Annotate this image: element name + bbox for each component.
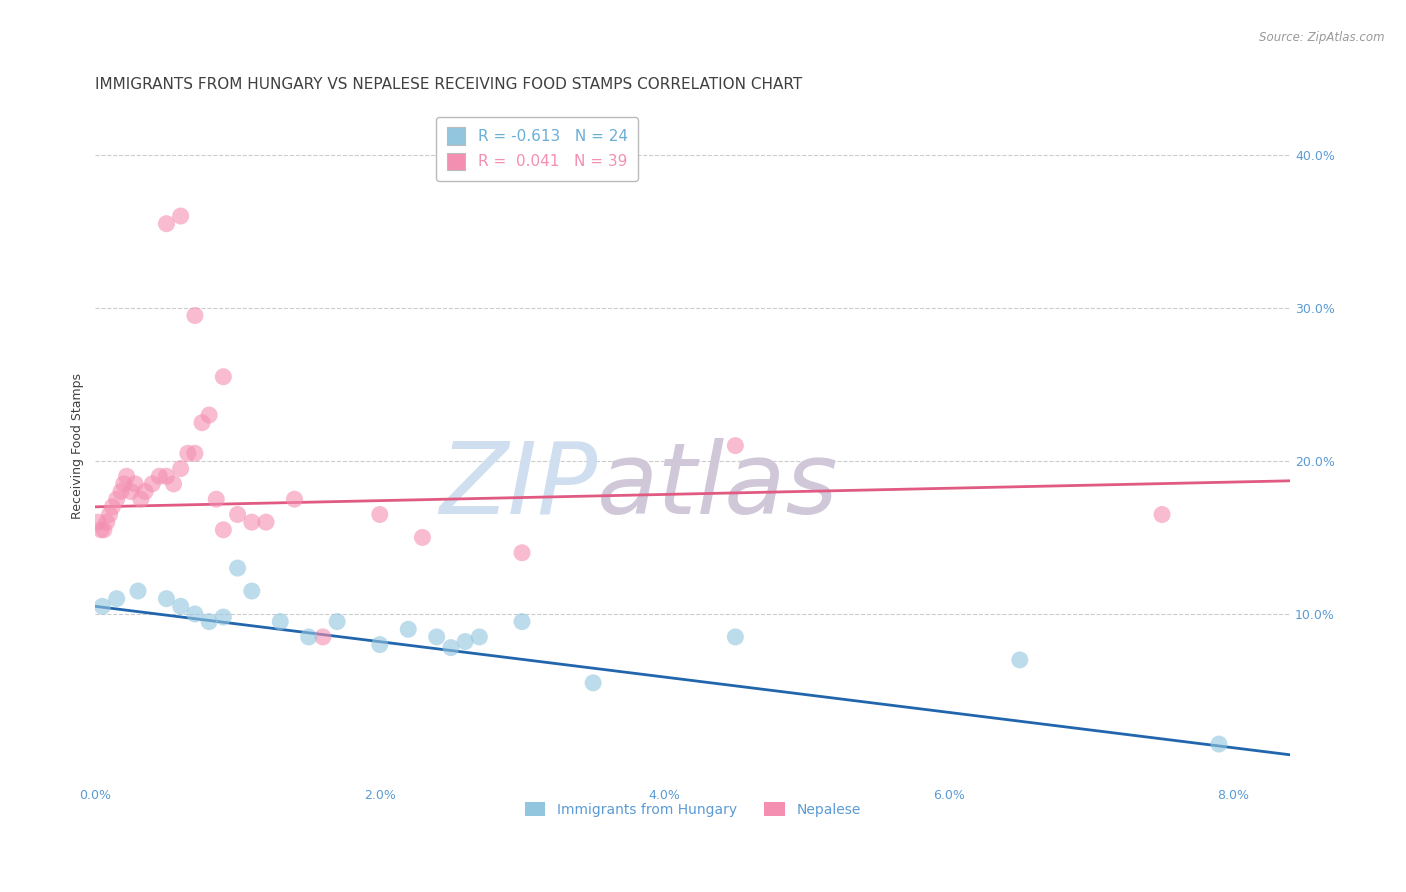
Point xyxy=(240,515,263,529)
Point xyxy=(254,515,277,529)
Point xyxy=(91,599,114,614)
Text: IMMIGRANTS FROM HUNGARY VS NEPALESE RECEIVING FOOD STAMPS CORRELATION CHART: IMMIGRANTS FROM HUNGARY VS NEPALESE RECE… xyxy=(96,78,803,93)
Point xyxy=(269,615,291,629)
Point xyxy=(396,622,419,636)
Text: Source: ZipAtlas.com: Source: ZipAtlas.com xyxy=(1260,31,1385,45)
Point xyxy=(724,439,747,453)
Point xyxy=(1150,508,1173,522)
Point xyxy=(127,584,149,599)
Y-axis label: Receiving Food Stamps: Receiving Food Stamps xyxy=(72,373,84,518)
Point xyxy=(205,492,228,507)
Point xyxy=(112,476,135,491)
Point xyxy=(87,515,110,529)
Point xyxy=(141,476,163,491)
Point xyxy=(184,446,207,460)
Point xyxy=(155,591,177,606)
Point xyxy=(240,584,263,599)
Point xyxy=(155,217,177,231)
Point xyxy=(326,615,349,629)
Point xyxy=(170,461,193,475)
Text: atlas: atlas xyxy=(598,437,839,534)
Point xyxy=(124,476,146,491)
Point xyxy=(170,599,193,614)
Point xyxy=(105,492,128,507)
Point xyxy=(110,484,132,499)
Point xyxy=(510,615,533,629)
Point xyxy=(724,630,747,644)
Point xyxy=(368,508,391,522)
Point xyxy=(226,561,249,575)
Point xyxy=(93,523,115,537)
Point xyxy=(212,369,235,384)
Point xyxy=(440,640,463,655)
Point xyxy=(101,500,124,514)
Point xyxy=(1008,653,1031,667)
Point xyxy=(411,531,433,545)
Point xyxy=(170,209,193,223)
Point xyxy=(115,469,138,483)
Point xyxy=(191,416,214,430)
Point xyxy=(96,515,118,529)
Point xyxy=(134,484,156,499)
Point xyxy=(226,508,249,522)
Legend: Immigrants from Hungary, Nepalese: Immigrants from Hungary, Nepalese xyxy=(519,797,866,822)
Point xyxy=(98,508,121,522)
Point xyxy=(162,476,184,491)
Point xyxy=(105,591,128,606)
Point xyxy=(298,630,321,644)
Point xyxy=(368,638,391,652)
Point xyxy=(582,676,605,690)
Point xyxy=(155,469,177,483)
Point xyxy=(120,484,142,499)
Point xyxy=(184,309,207,323)
Point xyxy=(426,630,449,644)
Point xyxy=(510,546,533,560)
Point xyxy=(468,630,491,644)
Point xyxy=(177,446,200,460)
Point xyxy=(184,607,207,621)
Point xyxy=(198,408,221,422)
Point xyxy=(148,469,170,483)
Point xyxy=(198,615,221,629)
Text: ZIP: ZIP xyxy=(439,437,598,534)
Point xyxy=(129,492,152,507)
Point xyxy=(212,610,235,624)
Point xyxy=(90,523,112,537)
Point xyxy=(212,523,235,537)
Point xyxy=(312,630,335,644)
Point xyxy=(283,492,305,507)
Point xyxy=(1208,737,1230,751)
Point xyxy=(454,634,477,648)
